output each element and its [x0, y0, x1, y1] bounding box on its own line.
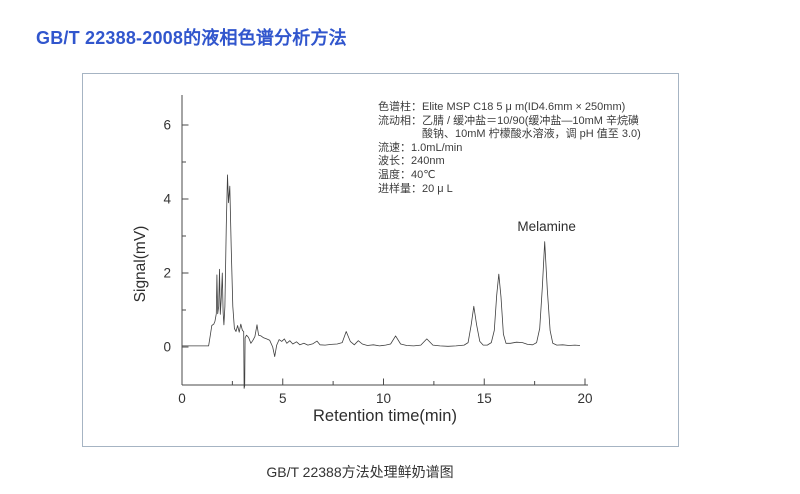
x-tick-label: 20 — [577, 391, 592, 406]
condition-injection-volume: 进样量：20 μ L — [378, 182, 453, 195]
x-axis-title: Retention time(min) — [313, 407, 457, 425]
y-tick-label: 0 — [163, 340, 171, 355]
condition-temperature: 温度：40℃ — [378, 168, 436, 181]
chromatogram-plot: 0 2 4 6 0 5 10 15 20 — [163, 95, 593, 406]
x-tick-label: 10 — [376, 391, 391, 406]
analysis-conditions: 色谱柱：Elite MSP C18 5 μ m(ID4.6mm × 250mm)… — [378, 101, 668, 196]
x-tick-label: 15 — [477, 391, 492, 406]
condition-mobile-phase: 流动相：乙腈 / 缓冲盐＝10/90(缓冲盐—10mM 辛烷磺 — [378, 114, 639, 127]
condition-flow-rate: 流速：1.0mL/min — [378, 141, 463, 154]
condition-wavelength: 波长：240nm — [378, 155, 445, 168]
condition-column: 色谱柱：Elite MSP C18 5 μ m(ID4.6mm × 250mm) — [378, 101, 626, 113]
x-tick-label: 0 — [178, 391, 186, 406]
y-tick-label: 4 — [163, 192, 171, 207]
x-tick-label: 5 — [279, 391, 287, 406]
peak-label: Melamine — [517, 218, 576, 234]
chromatogram-trace — [182, 174, 581, 389]
y-tick-label: 2 — [163, 266, 171, 281]
figure-caption: GB/T 22388方法处理鲜奶谱图 — [266, 464, 454, 480]
chromatogram-figure: 0 2 4 6 0 5 10 15 20 色谱柱：Elite MSP C18 5 μ m(ID4… — [82, 73, 679, 447]
condition-mobile-phase-cont: 酸钠、10mM 柠檬酸水溶液，调 pH 值至 3.0) — [378, 128, 641, 141]
page-title: GB/T 22388-2008的液相色谱分析方法 — [36, 28, 347, 48]
y-axis-title: Signal(mV) — [132, 225, 149, 303]
y-tick-label: 6 — [163, 118, 171, 133]
